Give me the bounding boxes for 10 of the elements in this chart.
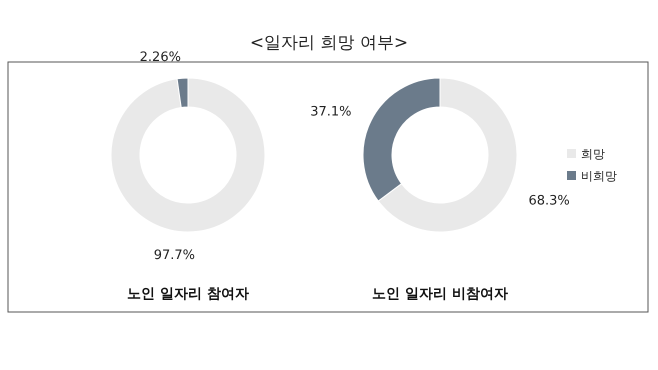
data-label: 97.7% <box>154 248 196 263</box>
text: <일자리 희망 여부> <box>250 33 408 53</box>
text: 노인 일자리 비참여자 <box>372 286 508 302</box>
donut-slice <box>110 78 266 232</box>
legend-label: 비희망 <box>581 169 617 183</box>
text: 노인 일자리 참여자 <box>127 286 249 302</box>
data-label: 37.1% <box>310 104 352 120</box>
legend-label: 희망 <box>581 147 605 161</box>
data-label: 2.26% <box>140 50 181 66</box>
data-label: 68.3% <box>528 193 570 208</box>
